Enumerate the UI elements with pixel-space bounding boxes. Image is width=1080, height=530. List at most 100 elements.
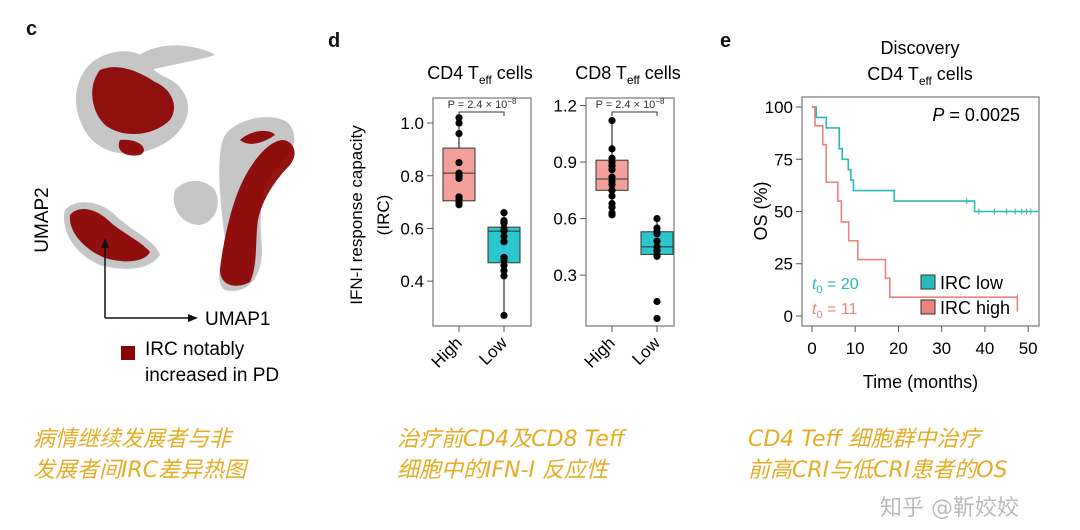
data-point [653, 237, 661, 245]
p-value-annotation: P = 2.4 × 10−8 [596, 97, 665, 111]
n-value: = 11 [823, 301, 858, 318]
caption-d: 治疗前CD4及CD8 Teff 细胞中的IFN-I 反应性 [397, 424, 625, 486]
survival-curve-irc-high [811, 106, 1019, 312]
data-point [455, 119, 463, 127]
n-value: = 20 [823, 276, 859, 293]
y-tick-label: 1.0 [400, 114, 424, 133]
d-ylabel-2: (IRC) [374, 195, 393, 236]
caption-c-line-2: 发展者间IRC差异热图 [33, 458, 247, 483]
data-point [455, 201, 463, 209]
chart-title: CD8 Teff cells [575, 63, 681, 87]
x-tick-label: Low [475, 333, 511, 369]
data-point [653, 214, 661, 223]
data-point [455, 174, 463, 182]
p-value: = 0.0025 [944, 105, 1020, 125]
data-point [608, 145, 616, 153]
p-letter: P [932, 105, 944, 125]
cd8-boxplot: CD8 Teff cells 1.2 0.9 0.6 0.3 High Low P = 2.4… [553, 63, 680, 372]
data-point [500, 238, 508, 246]
umap2-label: UMAP2 [32, 187, 53, 252]
n-label: t [812, 301, 817, 318]
chart-title: CD4 Teff cells [427, 63, 533, 87]
panel-label-c: c [26, 18, 38, 40]
n-at-risk-label: t0 = 20 [812, 276, 859, 296]
y-tick-label: 0.6 [553, 210, 577, 229]
umap1-label: UMAP1 [205, 309, 270, 330]
data-point [500, 256, 508, 264]
data-point [500, 209, 508, 217]
y-tick-label: 1.2 [553, 97, 577, 116]
legend-swatch [121, 346, 135, 360]
n-sub: 0 [816, 309, 822, 321]
y-tick-label: 0.9 [553, 153, 577, 172]
title-end: cells [932, 64, 973, 84]
title-main: CD4 T [427, 63, 479, 83]
data-point [608, 211, 616, 219]
data-point [608, 117, 616, 125]
legend-line-2: increased in PD [145, 365, 279, 386]
p-value-text: P = 2.4 × 10 [596, 99, 656, 111]
n-at-risk-label: t0 = 11 [812, 301, 858, 321]
y-tick-label: 50 [774, 203, 793, 222]
legend-swatch [920, 299, 936, 315]
charts-svg: IFN-I response capacity (IRC) CD4 Teff c… [347, 38, 1040, 392]
title-subscript: eff [919, 75, 933, 88]
data-point [608, 186, 616, 194]
cd4-boxplot: CD4 Teff cells 1.0 0.8 0.6 0.4 High Low P = 2.4… [400, 63, 532, 372]
x-tick-label: 20 [889, 339, 908, 358]
x-tick-label: High [581, 333, 619, 371]
caption-d-line-1: 治疗前CD4及CD8 Teff [397, 427, 625, 452]
legend-line-1: IRC notably [145, 339, 245, 360]
legend-label: IRC low [940, 273, 1004, 293]
p-value-annotation: P = 2.4 × 10−8 [448, 97, 517, 111]
survival-curve-irc-low [811, 106, 1039, 213]
data-point [500, 232, 508, 240]
data-point [608, 166, 616, 174]
legend-label: IRC high [940, 298, 1010, 318]
data-point [653, 252, 661, 260]
legend-swatch [920, 274, 936, 290]
data-point [608, 203, 616, 211]
data-point [653, 314, 661, 323]
title-main: CD4 T [867, 64, 919, 84]
arrow-right-icon [188, 314, 198, 322]
x-tick-label: 40 [975, 339, 994, 358]
caption-d-line-2: 细胞中的IFN-I 反应性 [397, 458, 609, 483]
y-tick-label: 25 [774, 255, 793, 274]
n-sub: 0 [816, 284, 822, 296]
y-tick-label: 0.6 [400, 219, 424, 238]
title-subscript: eff [627, 74, 641, 87]
caption-e: CD4 Teff 细胞群中治疗 前高CRI与低CRI患者的OS [748, 424, 1008, 486]
y-tick-label: 75 [774, 150, 793, 169]
y-tick-label: 0.8 [400, 167, 424, 186]
x-axis-label: Time (months) [863, 372, 978, 392]
title-end: cells [492, 63, 533, 83]
n-label: t [812, 276, 817, 293]
y-tick-label: 0 [784, 307, 793, 326]
watermark: 知乎 @靳姣姣 [880, 496, 1019, 521]
data-point [500, 227, 508, 235]
title-end: cells [640, 63, 681, 83]
data-point [455, 158, 463, 167]
d-ylabel-1: IFN-I response capacity [347, 125, 366, 305]
p-value-annotation: P = 0.0025 [932, 105, 1020, 125]
p-value-exponent: −8 [655, 97, 665, 106]
panel-label-e: e [720, 30, 732, 52]
umap-red-overlay [69, 67, 295, 286]
title-main: CD8 T [575, 63, 627, 83]
chart-title: CD4 Teff cells [867, 64, 973, 88]
title-subscript: eff [479, 74, 493, 87]
data-point [500, 261, 508, 269]
y-tick-label: 0.3 [553, 266, 577, 285]
y-tick-label: 0.4 [400, 272, 424, 291]
x-tick-label: High [428, 333, 466, 371]
caption-c: 病情继续发展者与非 发展者间IRC差异热图 [33, 424, 246, 486]
p-value-exponent: −8 [507, 97, 517, 106]
x-tick-label: Low [628, 333, 664, 369]
x-tick-label: 30 [932, 339, 951, 358]
data-point [455, 114, 463, 122]
chart-title-line-1: Discovery [880, 38, 959, 58]
y-tick-label: 100 [765, 98, 793, 117]
x-tick-label: 50 [1019, 339, 1038, 358]
